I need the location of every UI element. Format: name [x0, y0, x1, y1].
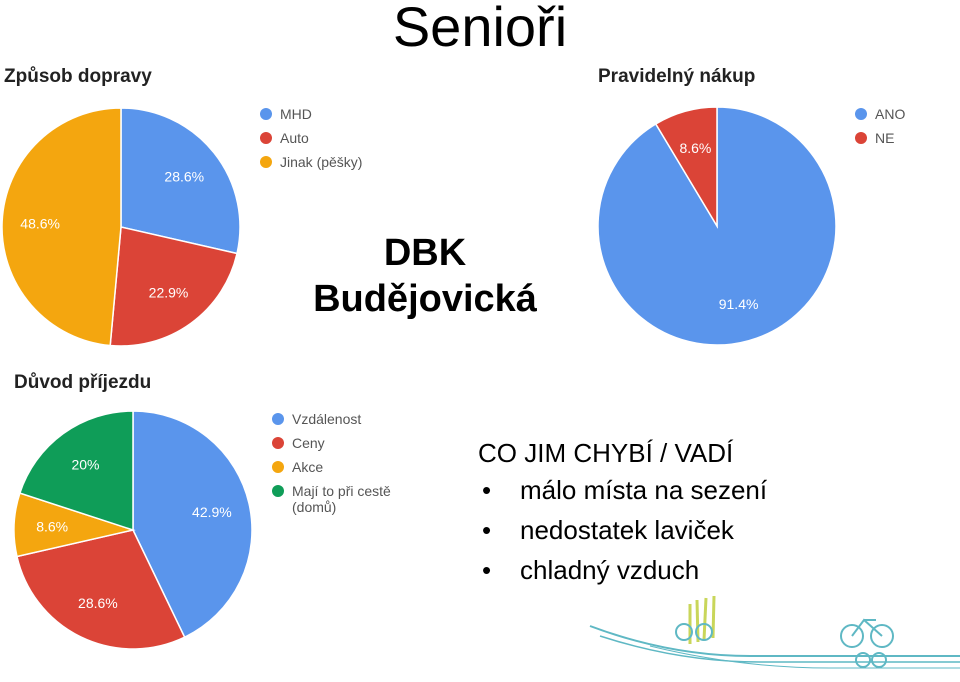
pie-slice [654, 106, 718, 229]
slice-label: 28.6% [164, 169, 204, 185]
legend-label: Jinak (pěšky) [280, 154, 363, 170]
center-title-line2: Budějovická [313, 278, 537, 320]
note-text: chladný vzduch [520, 555, 700, 585]
note-item: • málo místa na sezení [478, 470, 767, 510]
slice-label: 48.6% [20, 215, 60, 231]
legend-label: Vzdálenost [292, 411, 362, 427]
legend-reason: Vzdálenost Ceny Akce Mají to při cestě (dom… [272, 411, 422, 527]
legend-label: Mají to při cestě (domů) [292, 483, 391, 515]
slice-label: 8.6% [679, 140, 711, 156]
pie-slice [132, 410, 253, 639]
slice-label: 91.4% [719, 296, 759, 312]
bullet-icon: • [482, 475, 492, 505]
chart-title-transport: Způsob dopravy [4, 66, 152, 87]
legend-label: NE [875, 130, 895, 146]
legend-swatch [260, 156, 272, 168]
legend-label: MHD [280, 106, 312, 122]
legend-item: Auto [260, 130, 362, 154]
legend-item: Jinak (pěšky) [260, 154, 362, 178]
note-text: nedostatek laviček [520, 515, 734, 545]
legend-swatch [272, 461, 284, 473]
legend-item: Mají to při cestě (domů) [272, 483, 422, 527]
notes-block: CO JIM CHYBÍ / VADÍ • málo místa na sezen… [478, 436, 767, 590]
slice-label: 28.6% [78, 595, 118, 611]
legend-item: NE [855, 130, 905, 154]
slice-label: 8.6% [36, 518, 68, 534]
bullet-icon: • [482, 555, 492, 585]
legend-swatch [855, 132, 867, 144]
center-title: DBK Budějovická [290, 230, 560, 322]
legend-label: ANO [875, 106, 906, 122]
legend-swatch [272, 437, 284, 449]
legend-swatch [260, 108, 272, 120]
notes-heading: CO JIM CHYBÍ / VADÍ [478, 438, 734, 468]
slice-label: 42.9% [192, 504, 232, 520]
pie-slice [109, 226, 238, 347]
note-text: málo místa na sezení [520, 475, 768, 505]
legend-label: Akce [292, 459, 324, 475]
legend-swatch [855, 108, 867, 120]
legend-shopping: ANO NE [855, 106, 905, 154]
chart-title-shopping: Pravidelný nákup [598, 66, 756, 87]
legend-swatch [260, 132, 272, 144]
legend-item: MHD [260, 106, 362, 130]
slice-label: 20% [71, 457, 99, 473]
legend-item: Ceny [272, 435, 422, 459]
legend-swatch [272, 485, 284, 497]
legend-item: Akce [272, 459, 422, 483]
legend-item: ANO [855, 106, 905, 130]
legend-swatch [272, 413, 284, 425]
legend-transport: MHD Auto Jinak (pěšky) [260, 106, 362, 178]
pie-slice [1, 107, 122, 347]
pie-slice [18, 410, 134, 532]
pie-slice [16, 529, 186, 650]
legend-item: Vzdálenost [272, 411, 422, 435]
cycling-logo-icon [589, 596, 960, 669]
legend-label: Ceny [292, 435, 325, 451]
center-title-line1: DBK [383, 232, 467, 274]
page-title: Senioři [392, 0, 568, 58]
note-item: • nedostatek laviček [478, 510, 767, 550]
slice-label: 22.9% [149, 284, 189, 300]
note-item: • chladný vzduch [478, 550, 767, 590]
legend-label: Auto [280, 130, 309, 146]
bullet-icon: • [482, 515, 492, 545]
chart-title-reason: Důvod příjezdu [14, 372, 152, 393]
pie-slice [120, 107, 241, 255]
